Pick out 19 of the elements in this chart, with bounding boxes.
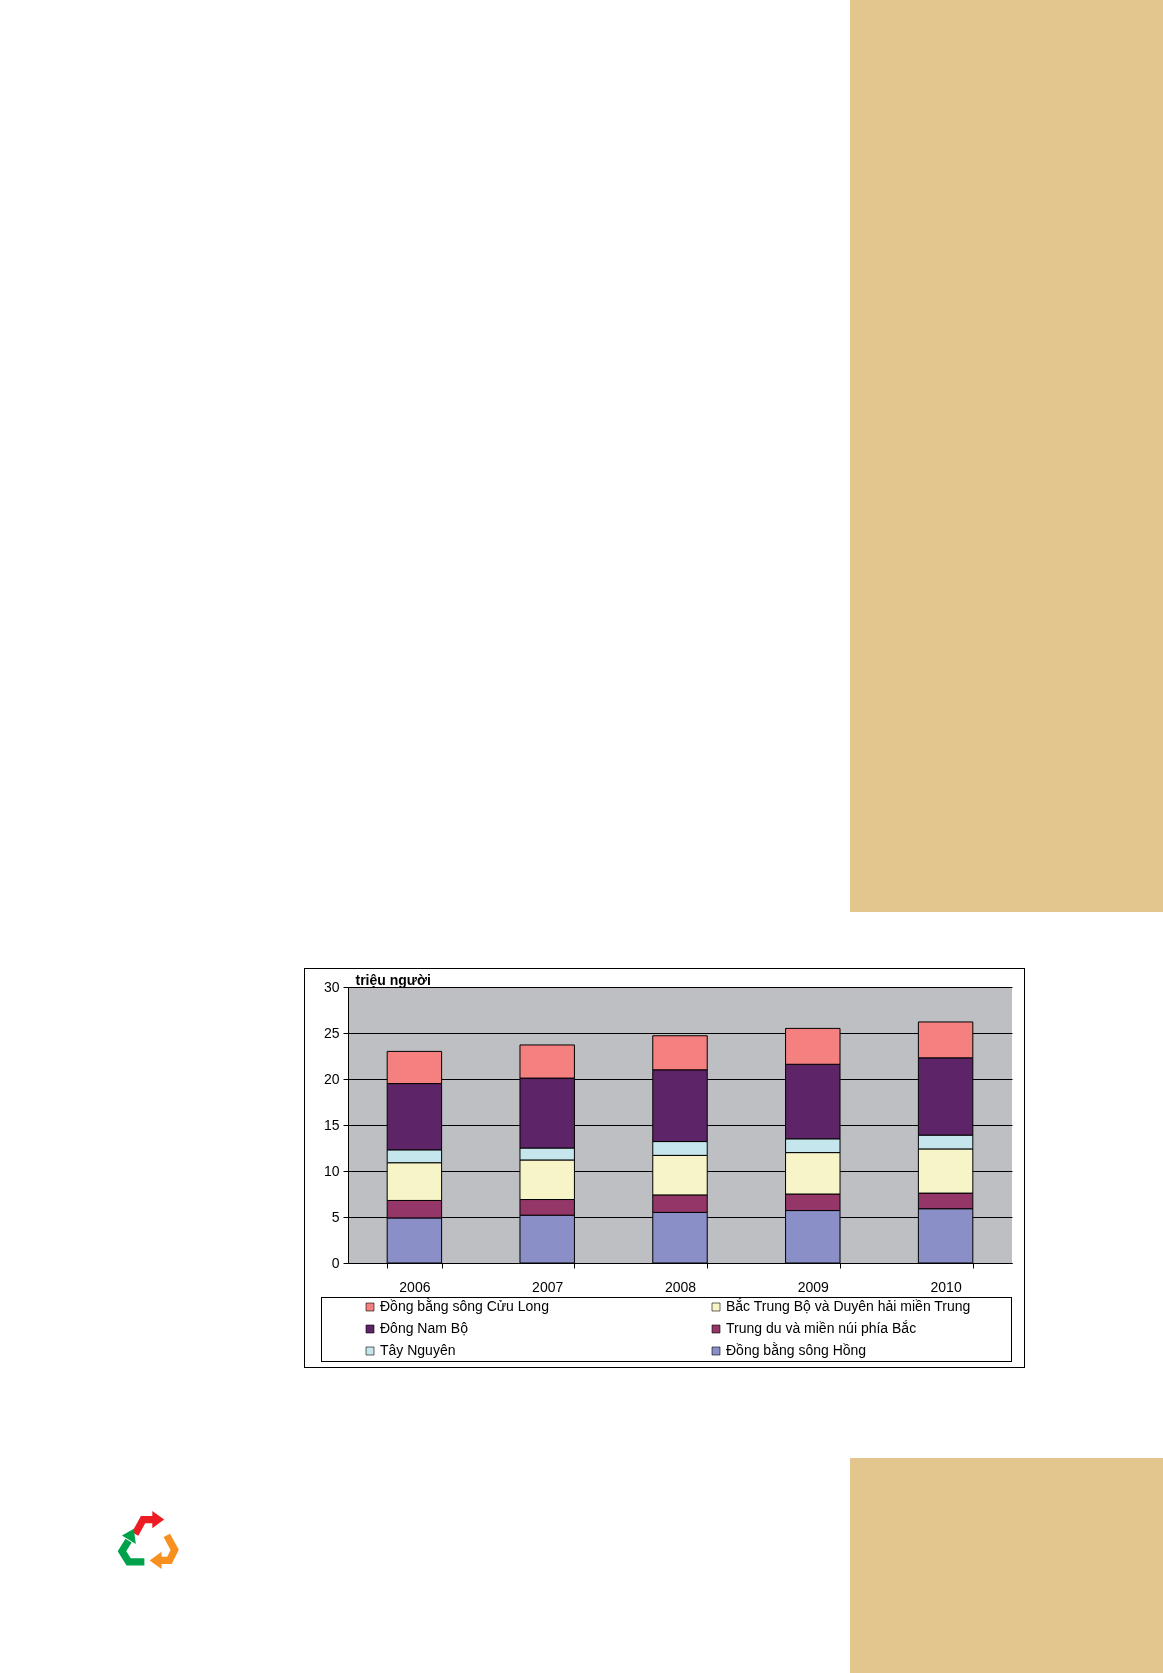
y-tick-label: 5 xyxy=(331,1208,340,1225)
x-tick-label: 2007 xyxy=(532,1278,564,1295)
legend-label: Bắc Trung Bộ và Duyên hải miền Trung xyxy=(726,1298,971,1314)
y-tick-label: 25 xyxy=(323,1024,340,1041)
legend-label: Đồng bằng sông Hồng xyxy=(726,1342,867,1358)
x-tick-label: 2009 xyxy=(797,1278,830,1295)
y-tick-label: 20 xyxy=(323,1070,340,1087)
y-tick-label: 30 xyxy=(323,978,340,995)
y-tick-label: 15 xyxy=(323,1116,340,1133)
legend-label: Trung du và miền núi phía Bắc xyxy=(726,1320,917,1336)
x-tick-label: 2008 xyxy=(664,1278,697,1295)
x-tick-label: 2010 xyxy=(930,1278,962,1295)
y-tick-label: 0 xyxy=(331,1254,340,1271)
y-axis-title: triệu người xyxy=(355,971,431,988)
x-tick-label: 2006 xyxy=(399,1278,431,1295)
legend-label: Đông Nam Bộ xyxy=(380,1320,469,1336)
legend-label: Tây Nguyên xyxy=(380,1342,456,1358)
legend-label: Đồng bằng sông Cửu Long xyxy=(380,1298,549,1314)
y-tick-label: 10 xyxy=(323,1162,340,1179)
